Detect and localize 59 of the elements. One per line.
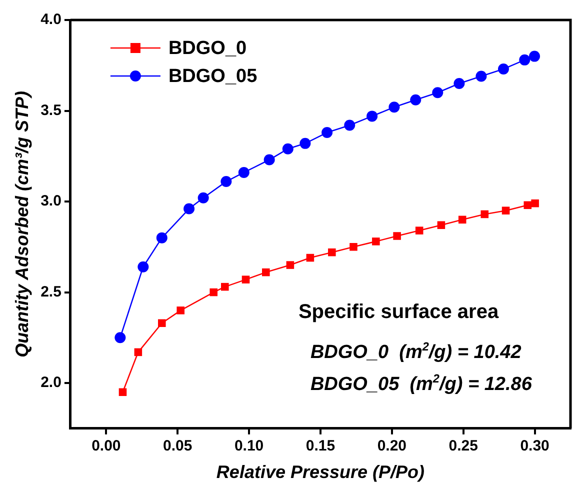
- point: [388, 102, 400, 113]
- point: [519, 54, 530, 66]
- point: [286, 261, 294, 269]
- point: [262, 268, 270, 276]
- point: [138, 261, 149, 272]
- point: [531, 199, 539, 208]
- y-axis-title: Quantity Adsorbed (cm³/g STP): [12, 91, 32, 358]
- point: [114, 332, 126, 344]
- point: [156, 232, 168, 244]
- point: [454, 78, 465, 90]
- point: [176, 306, 184, 314]
- x-tick-label: 0.15: [306, 438, 336, 455]
- point: [498, 64, 509, 75]
- point: [366, 110, 378, 122]
- x-tick-label: 0.30: [520, 438, 550, 455]
- point: [350, 243, 358, 251]
- y-tick-label: 3.5: [40, 102, 62, 119]
- y-tick-label: 3.0: [40, 192, 62, 210]
- point: [432, 87, 444, 98]
- x-axis-title: Relative Pressure (P/Po): [216, 462, 425, 482]
- x-tick-label: 0.05: [163, 438, 192, 455]
- point: [458, 216, 466, 224]
- x-tick-label: 0.25: [448, 438, 478, 455]
- point: [502, 206, 510, 214]
- point: [528, 50, 540, 62]
- point: [134, 348, 142, 356]
- point: [328, 248, 336, 256]
- point: [437, 221, 446, 229]
- y-tick-label: 2.0: [40, 374, 62, 392]
- legend-label: BDGO_05: [168, 66, 258, 88]
- point: [300, 138, 311, 149]
- point: [344, 120, 356, 131]
- y-tick-label: 2.5: [40, 283, 62, 300]
- point: [210, 288, 218, 296]
- point: [238, 166, 250, 178]
- point: [242, 276, 250, 284]
- point: [372, 238, 380, 246]
- x-tick-label: 0.20: [377, 438, 407, 455]
- point: [480, 210, 489, 218]
- point: [264, 154, 275, 166]
- point: [118, 388, 127, 396]
- point: [476, 70, 487, 82]
- point: [410, 94, 422, 106]
- point: [158, 319, 166, 328]
- annotation: Specific surface area: [298, 301, 500, 323]
- point: [524, 201, 532, 210]
- point: [415, 226, 424, 234]
- point: [282, 143, 294, 154]
- point: [220, 176, 232, 188]
- point: [184, 203, 195, 214]
- y-tick-label: 4.0: [40, 11, 62, 28]
- point: [198, 192, 209, 204]
- point: [306, 254, 314, 262]
- point: [221, 282, 229, 291]
- point: [393, 232, 401, 240]
- legend-label: BDGO_0: [168, 38, 247, 60]
- x-tick-label: 0.10: [234, 438, 264, 455]
- x-tick-label: 0.00: [92, 438, 121, 455]
- point: [322, 127, 333, 138]
